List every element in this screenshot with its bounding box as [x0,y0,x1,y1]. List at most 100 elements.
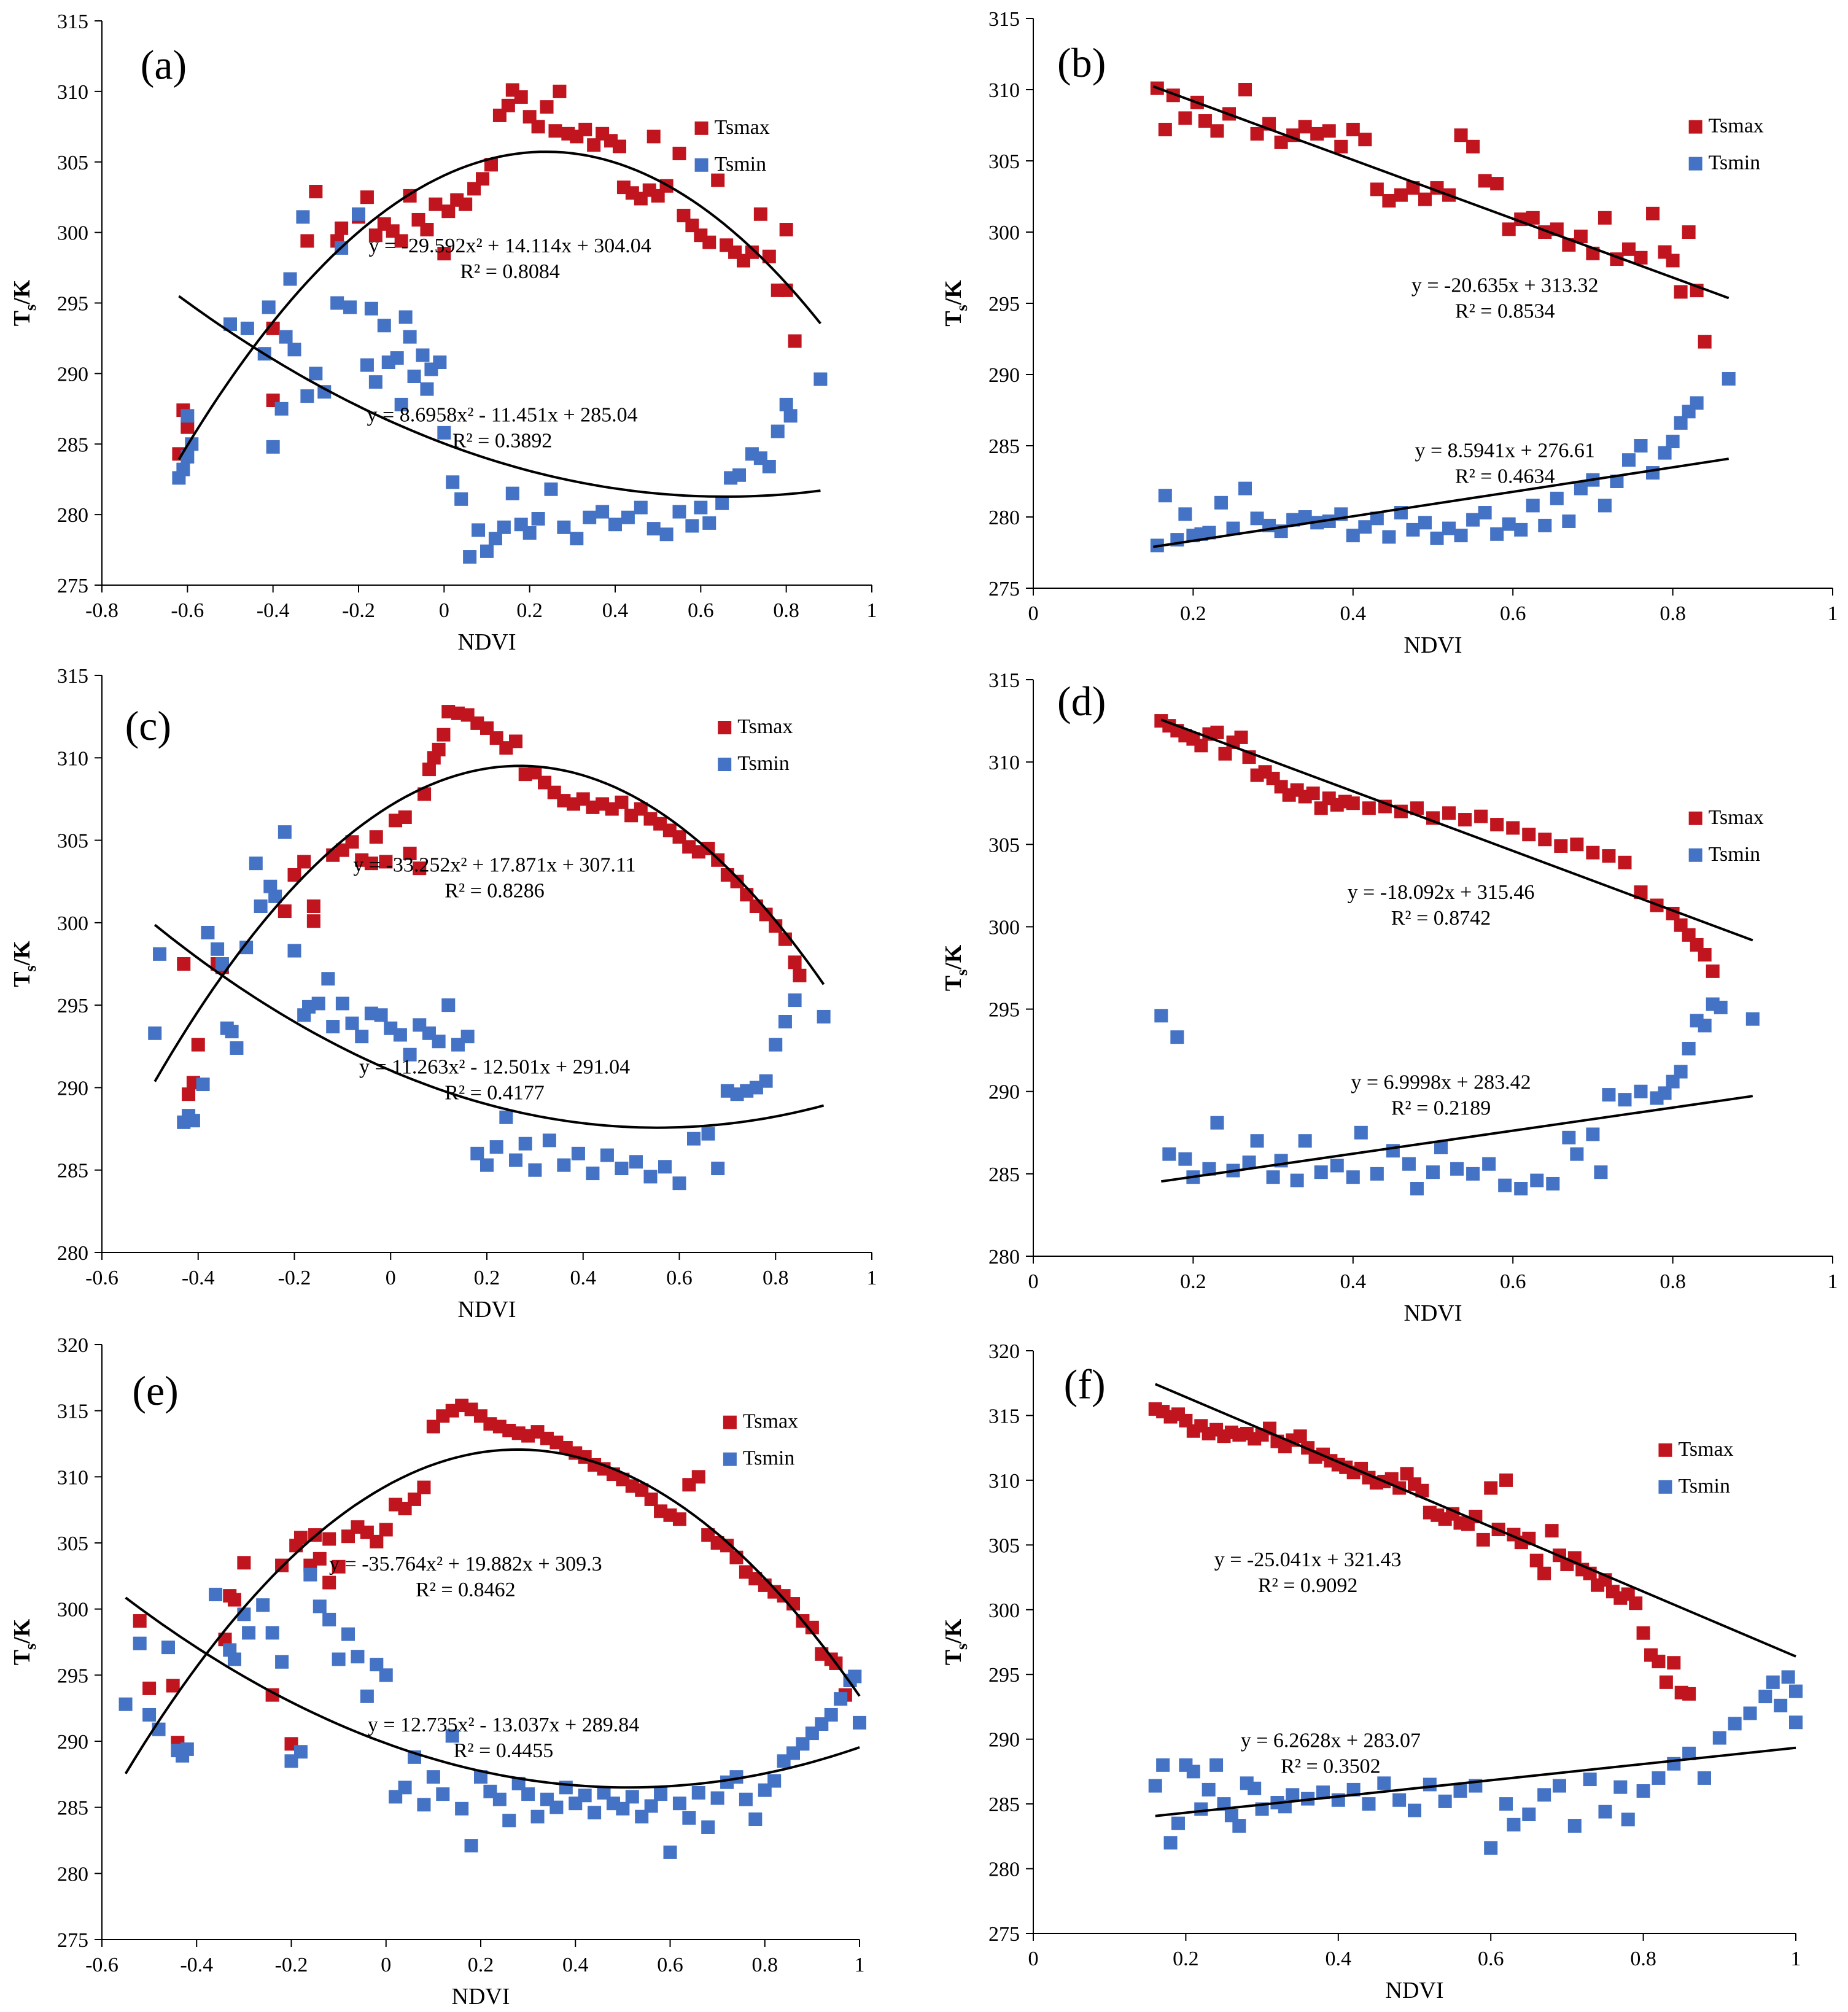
data-point [1621,242,1636,256]
data-point [682,1811,696,1825]
data-point [1170,1030,1184,1044]
data-point [663,1845,677,1859]
data-point [1484,1481,1498,1495]
data-point [379,855,393,869]
data-point [403,847,417,861]
data-point [345,1016,359,1030]
x-tick-label: -0.6 [85,1267,118,1289]
data-point [309,367,323,381]
data-point [672,1176,686,1190]
data-point [1382,530,1396,544]
x-tick-label: 0.4 [1340,602,1367,625]
data-point [1482,1157,1496,1171]
data-point [1758,1690,1772,1704]
data-point [463,550,477,564]
data-point [1490,527,1504,541]
data-point [1450,1162,1464,1176]
r-squared-label: R² = 0.3502 [1281,1755,1381,1777]
equation-label: y = 6.9998x + 283.42 [1351,1071,1531,1094]
data-point [762,249,776,263]
y-tick-label: 295 [988,1664,1020,1687]
data-point [370,1658,384,1672]
data-point [1322,124,1336,138]
data-point [1634,885,1648,899]
data-point [1490,177,1504,191]
y-tick-label: 285 [988,435,1020,458]
x-tick-label: 0.4 [602,599,629,622]
data-point [1210,725,1224,739]
panel-label: (c) [125,702,171,749]
data-point [1522,828,1536,842]
x-tick-label: 1 [855,1954,865,1976]
data-point [313,1552,327,1566]
data-point [191,1038,205,1052]
data-point [1466,1167,1480,1181]
data-point [1154,1009,1168,1023]
trendline-tsmax [1160,718,1753,942]
data-point [654,1787,668,1801]
data-point [379,1523,393,1537]
data-point [1629,1596,1643,1610]
data-point [360,1689,374,1703]
data-point [702,235,716,249]
data-point [432,742,446,756]
x-tick-label: 0.6 [1478,1948,1504,1970]
y-axis-label: Ts/K [941,280,971,327]
trendline-tsmin [178,295,821,498]
data-point [326,1020,340,1034]
data-point [1658,1086,1672,1100]
data-point [429,197,443,211]
data-point [702,516,716,530]
data-point [1423,1777,1437,1792]
data-point [1682,1041,1696,1055]
legend-swatch [1688,157,1702,171]
data-point [522,526,537,540]
data-point [788,955,802,969]
data-point [1621,1812,1635,1827]
data-point [521,1787,535,1801]
data-point [283,272,297,286]
data-point [759,907,773,922]
data-point [1418,192,1432,206]
data-point [1198,114,1212,128]
data-point [393,1028,407,1042]
data-point [570,532,584,546]
data-point [1789,1715,1803,1730]
y-tick-label: 290 [988,1729,1020,1752]
data-point [1550,491,1564,505]
data-point [1194,739,1208,753]
y-tick-label: 275 [988,1923,1020,1946]
data-point [1674,416,1688,430]
data-point [1362,1797,1376,1811]
data-point [432,1035,446,1049]
data-point [416,348,430,362]
y-tick-label: 295 [57,995,88,1017]
data-point [133,1614,147,1628]
data-point [176,462,190,476]
data-point [279,330,293,344]
legend: Tsmax Tsmin [694,116,770,176]
legend-swatch [694,121,709,135]
data-point [505,486,519,500]
legend-entry: Tsmin [1709,843,1761,866]
data-point [1682,1746,1696,1760]
data-point [398,1781,412,1795]
x-tick-label: 0.8 [763,1267,789,1289]
data-point [1293,1429,1307,1443]
data-point [196,1078,210,1092]
data-point [474,1770,487,1784]
x-axis-label: NDVI [1404,632,1462,658]
data-point [1370,1167,1384,1181]
equation-label: y = -35.764x² + 19.882x + 309.3 [329,1553,602,1575]
data-point [1538,833,1552,847]
x-tick-label: 0.4 [1340,1270,1367,1293]
data-point [1370,511,1384,526]
data-point [1621,453,1636,467]
data-point [239,941,254,955]
x-tick-label: 1 [1828,602,1838,625]
data-point [1636,1784,1650,1798]
y-tick-label: 305 [988,1534,1020,1557]
data-point [166,1679,180,1693]
equation-label: y = -18.092x + 315.46 [1348,881,1535,904]
